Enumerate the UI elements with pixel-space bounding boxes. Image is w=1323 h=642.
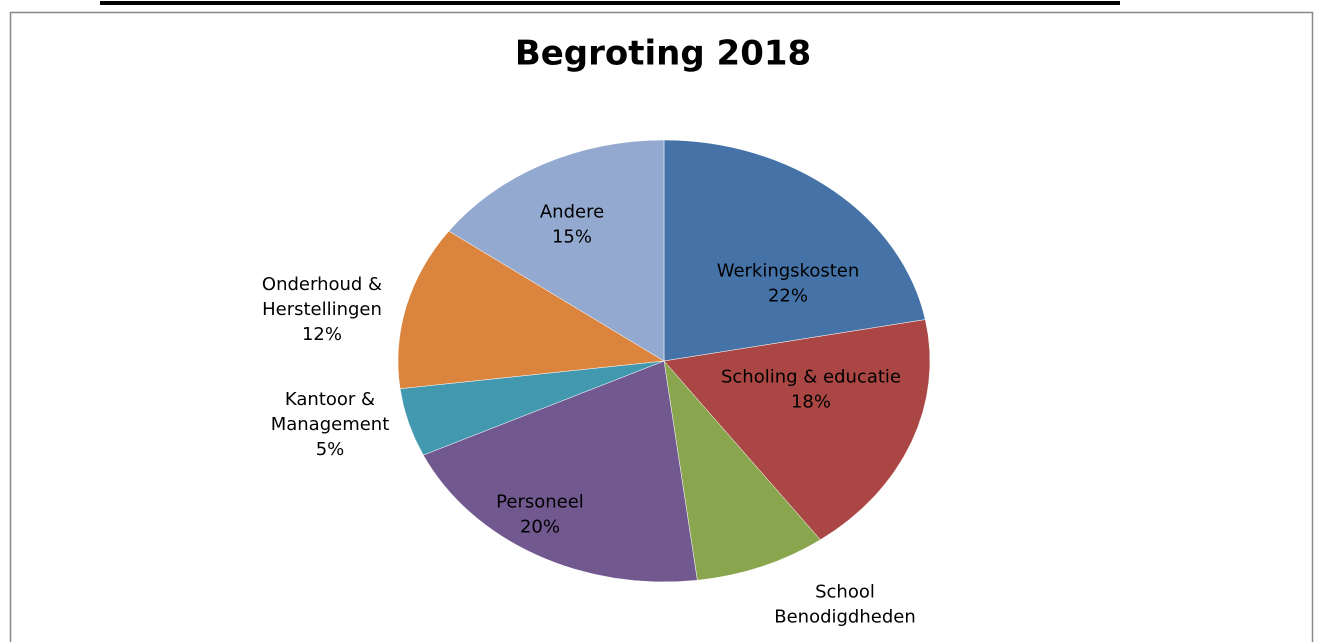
category-label: Onderhoud & <box>262 274 382 295</box>
value-label: 20% <box>520 517 560 538</box>
category-label: Benodigdheden <box>774 607 916 628</box>
category-label: Andere <box>540 202 604 223</box>
category-label: Management <box>271 414 390 435</box>
category-label: Herstellingen <box>262 299 382 320</box>
category-label: Personeel <box>496 492 584 513</box>
pie-slice <box>663 139 926 362</box>
category-label: School <box>815 582 875 603</box>
value-label: 18% <box>791 392 831 413</box>
category-label: Werkingskosten <box>717 261 860 282</box>
pie-slice <box>448 139 665 362</box>
value-label: 22% <box>768 286 808 307</box>
chart-frame <box>9 11 1314 642</box>
value-label: 5% <box>316 439 345 460</box>
chart-title: Begroting 2018 <box>515 34 811 74</box>
value-label: 15% <box>552 227 592 248</box>
pie-slice <box>663 360 821 581</box>
pie-slice <box>397 230 665 389</box>
pie-slice <box>422 360 698 583</box>
category-label: Kantoor & <box>285 389 375 410</box>
category-label: Scholing & educatie <box>721 367 901 388</box>
pie-slice <box>663 319 931 541</box>
value-label: 12% <box>302 324 342 345</box>
